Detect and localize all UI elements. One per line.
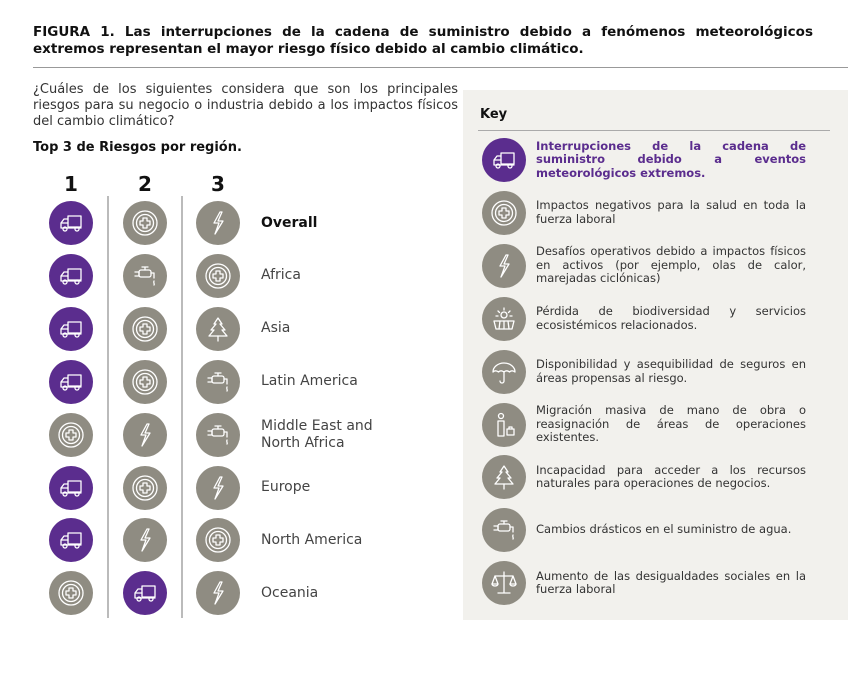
- region-label: North America: [261, 531, 363, 548]
- water-tap-icon: [482, 508, 526, 553]
- truck-icon: [123, 571, 167, 616]
- region-label: Latin America: [261, 373, 358, 390]
- region-label: Europe: [261, 479, 311, 495]
- lightning-icon: [482, 243, 526, 288]
- key-item-text: Impactos negativos para la salud en toda…: [536, 198, 806, 226]
- survey-question: ¿Cuáles de los siguientes considera que …: [33, 82, 458, 129]
- key-item-text: Incapacidad para acceder a los recursos …: [536, 462, 806, 491]
- truck-icon: [49, 465, 93, 510]
- lightning-icon: [123, 412, 167, 457]
- health-icon: [123, 306, 167, 351]
- truck-icon: [49, 253, 93, 298]
- region-label: Middle East and North Africa: [261, 417, 373, 451]
- key-panel: Key Interrupciones de la cadena de sumin…: [463, 90, 848, 620]
- water-tap-icon: [196, 359, 240, 404]
- subtitle: Top 3 de Riesgos por región.: [33, 140, 242, 155]
- water-tap-icon: [196, 412, 240, 457]
- health-icon: [123, 359, 167, 404]
- key-item-text: Disponibilidad y asequibilidad de seguro…: [536, 357, 806, 385]
- region-label: Overall: [261, 214, 318, 231]
- column-divider: [107, 196, 109, 618]
- key-divider: [478, 130, 830, 131]
- key-item-text: Desafíos operativos debido a impactos fí…: [536, 244, 806, 286]
- column-header-2: 2: [138, 172, 152, 196]
- health-icon: [196, 518, 240, 563]
- lightning-icon: [123, 518, 167, 563]
- water-tap-icon: [123, 253, 167, 298]
- scales-icon: [482, 561, 526, 606]
- key-item-text: Migración masiva de mano de obra o reasi…: [536, 403, 806, 444]
- health-icon: [123, 465, 167, 510]
- figure-title: FIGURA 1. Las interrupciones de la caden…: [33, 24, 813, 57]
- migration-icon: [482, 402, 526, 447]
- biodiversity-icon: [482, 296, 526, 341]
- health-icon: [123, 201, 167, 245]
- key-item-text: Interrupciones de la cadena de suministr…: [536, 138, 806, 180]
- truck-icon: [482, 138, 526, 182]
- key-title: Key: [480, 107, 508, 122]
- health-icon: [49, 571, 93, 616]
- truck-icon: [49, 201, 93, 245]
- truck-icon: [49, 306, 93, 351]
- key-item-text: Aumento de las desigualdades sociales en…: [536, 568, 806, 597]
- truck-icon: [49, 518, 93, 563]
- column-header-3: 3: [211, 172, 225, 196]
- column-divider: [181, 196, 183, 618]
- title-divider: [33, 67, 848, 68]
- lightning-icon: [196, 571, 240, 616]
- truck-icon: [49, 359, 93, 404]
- health-icon: [49, 412, 93, 457]
- column-header-1: 1: [64, 172, 78, 196]
- region-label: Asia: [261, 320, 291, 337]
- key-item-text: Pérdida de biodiversidad y servicios eco…: [536, 304, 806, 332]
- umbrella-icon: [482, 349, 526, 394]
- lightning-icon: [196, 201, 240, 245]
- health-icon: [482, 190, 526, 235]
- lightning-icon: [196, 465, 240, 510]
- tree-icon: [482, 455, 526, 500]
- region-label: Africa: [261, 267, 301, 284]
- health-icon: [196, 253, 240, 298]
- region-label: Oceania: [261, 584, 319, 601]
- key-item-text: Cambios drásticos en el suministro de ag…: [536, 522, 792, 537]
- tree-icon: [196, 306, 240, 351]
